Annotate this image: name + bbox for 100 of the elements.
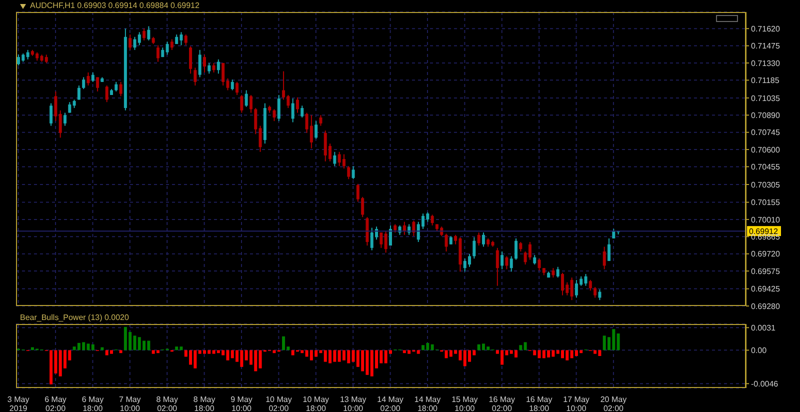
y-tick-label: 0.70305 — [751, 180, 780, 190]
y-tick-label: 0.69720 — [751, 250, 780, 259]
candlestick — [244, 90, 248, 108]
candlestick — [612, 228, 616, 239]
candlestick — [272, 108, 276, 122]
y-tick-label: 0.70155 — [751, 198, 780, 208]
x-tick-label: 14 May 02:00 — [377, 395, 404, 412]
candlestick — [500, 250, 504, 270]
candlestick — [552, 268, 555, 278]
y-tick-label: 0.00 — [751, 346, 768, 356]
x-tick-label: 8 May 02:00 — [156, 395, 178, 412]
candlestick — [138, 32, 141, 46]
x-tick-label: 16 May 18:00 — [526, 395, 552, 412]
candlestick — [240, 94, 244, 114]
bar — [282, 336, 286, 350]
candlestick — [384, 230, 388, 254]
candlestick — [347, 166, 350, 180]
candlestick — [510, 256, 513, 272]
candlestick — [314, 120, 318, 140]
x-tick-label: 14 May 18:00 — [414, 395, 441, 412]
candlestick — [147, 26, 150, 41]
candlestick — [77, 85, 80, 100]
candlestick — [170, 38, 174, 50]
candlestick — [342, 154, 346, 169]
candlestick — [291, 98, 294, 123]
candlestick — [236, 81, 239, 96]
y-tick-label: -0.0046 — [751, 379, 779, 388]
candlestick — [430, 214, 434, 226]
candlestick — [142, 28, 146, 41]
candlestick — [533, 254, 536, 266]
candlestick — [198, 49, 202, 78]
bar — [119, 350, 122, 354]
bar — [519, 345, 522, 350]
candlestick — [212, 62, 216, 73]
y-tick-label: 0.69280 — [751, 302, 780, 311]
candlestick — [310, 114, 313, 149]
x-tick-label: 3 May 2019 — [7, 395, 30, 412]
candlestick — [277, 94, 280, 122]
candlestick — [68, 102, 72, 114]
x-tick-label: 20 May 02:00 — [600, 395, 627, 412]
x-tick-label: 17 May 10:00 — [563, 395, 590, 412]
y-tick-label: 0.70455 — [751, 162, 780, 172]
candlestick — [594, 286, 597, 298]
candlestick — [194, 67, 197, 86]
candlestick — [166, 41, 169, 56]
candlestick — [82, 76, 86, 90]
candlestick — [189, 46, 192, 74]
candlestick — [598, 288, 602, 301]
y-tick-label: 0.71475 — [751, 42, 780, 51]
candlestick — [561, 272, 564, 296]
candlestick — [556, 266, 560, 278]
candlestick — [514, 238, 518, 260]
candlestick — [472, 236, 476, 260]
candlestick — [608, 238, 611, 262]
candlestick — [58, 110, 62, 138]
candlestick — [300, 105, 304, 118]
x-tick-label: 8 May 18:00 — [193, 395, 216, 412]
bar — [616, 333, 620, 350]
y-tick-label: 0.71185 — [751, 76, 780, 86]
candlestick — [444, 233, 448, 252]
candlestick — [156, 44, 160, 62]
candlestick — [208, 62, 211, 74]
candlestick — [319, 114, 322, 126]
candlestick — [254, 108, 258, 135]
bar — [524, 342, 527, 350]
x-tick-label: 13 May 10:00 — [340, 395, 366, 412]
bar — [110, 350, 113, 354]
candlestick — [505, 256, 508, 270]
candlestick — [91, 72, 94, 82]
candlestick — [482, 232, 485, 248]
y-tick-label: 0.71035 — [751, 94, 780, 103]
candlestick — [352, 166, 355, 180]
candlestick — [296, 96, 299, 114]
candlestick — [602, 246, 606, 270]
candlestick — [54, 90, 58, 122]
y-tick-label: 0.0031 — [751, 323, 776, 332]
candlestick — [366, 216, 369, 246]
x-tick-label: 15 May 10:00 — [452, 395, 478, 412]
candlestick — [496, 247, 499, 286]
candlestick — [584, 273, 588, 286]
x-tick-label: 9 May 10:00 — [230, 395, 252, 412]
candlestick — [258, 125, 262, 152]
x-tick-label: 7 May 10:00 — [119, 395, 141, 412]
chart-title: Bear_Bulls_Power (13) 0.0020 — [20, 313, 129, 323]
candlestick — [184, 34, 188, 46]
bar — [422, 345, 425, 350]
bar — [416, 350, 420, 354]
y-tick-label: 0.70600 — [751, 145, 780, 154]
bar — [175, 346, 178, 350]
y-tick-label: 0.70745 — [751, 128, 780, 138]
candlestick — [588, 279, 592, 292]
candlestick — [538, 258, 541, 271]
y-tick-label: 0.69425 — [751, 284, 780, 294]
candlestick — [528, 241, 532, 260]
candlestick — [570, 277, 574, 301]
candlestick — [333, 151, 336, 167]
candlestick — [222, 62, 225, 86]
candlestick — [114, 81, 118, 92]
y-tick-label: 0.70010 — [751, 215, 780, 224]
candlestick — [128, 34, 132, 50]
